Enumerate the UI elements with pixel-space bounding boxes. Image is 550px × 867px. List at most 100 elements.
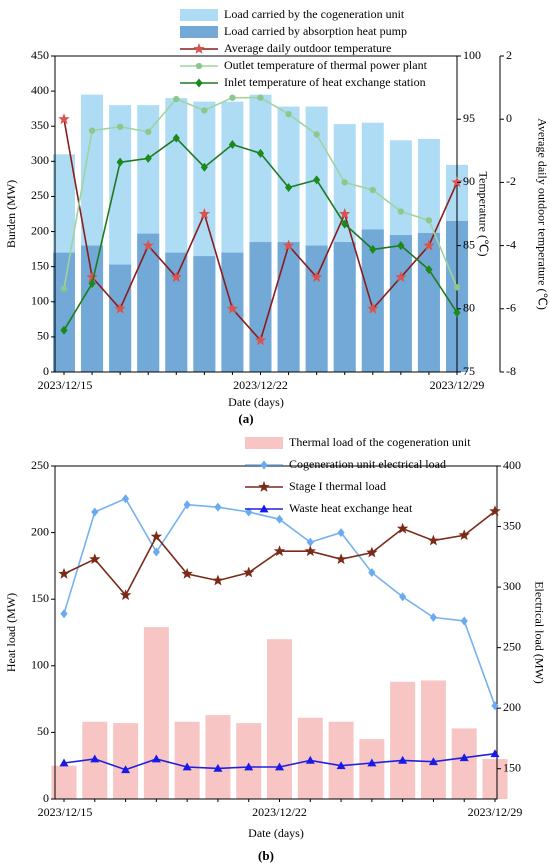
marker — [428, 757, 438, 766]
y-tick-label: 200 — [31, 524, 49, 538]
marker — [397, 208, 405, 215]
bar — [236, 723, 262, 799]
legend-marker — [195, 78, 203, 88]
bar — [109, 264, 132, 372]
y2-tick-label: 80 — [463, 301, 475, 315]
legend-swatch — [245, 437, 283, 449]
marker — [59, 758, 69, 767]
marker — [243, 566, 255, 578]
y-axis-label: Burden (MW) — [4, 180, 18, 248]
marker — [306, 537, 314, 547]
bar — [81, 245, 104, 372]
marker — [305, 755, 315, 764]
marker — [60, 325, 68, 335]
y3-tick-label: -2 — [506, 174, 516, 188]
marker — [395, 271, 407, 283]
marker — [89, 553, 101, 565]
marker — [198, 208, 211, 219]
bar — [53, 252, 75, 372]
marker — [398, 755, 408, 764]
marker — [152, 547, 160, 557]
y-axis-label: Heat load (MW) — [4, 593, 18, 672]
y-tick-label: 0 — [43, 791, 49, 805]
x-tick-label: 2023/12/29 — [468, 805, 523, 819]
y2-tick-label: 300 — [503, 579, 521, 593]
marker — [451, 176, 463, 188]
bar — [305, 245, 328, 372]
marker — [145, 128, 152, 135]
legend-marker — [260, 460, 268, 470]
bar — [333, 242, 356, 372]
y3-tick-label: -6 — [506, 301, 516, 315]
marker — [453, 284, 461, 291]
marker — [273, 545, 286, 557]
legend-label: Stage I thermal load — [289, 479, 386, 493]
legend-label: Waste heat exchange heat — [289, 501, 413, 515]
plot-frame — [54, 465, 498, 800]
bar — [389, 235, 412, 372]
marker — [429, 612, 438, 622]
marker — [282, 239, 295, 251]
y-tick-label: 250 — [31, 458, 49, 472]
marker — [114, 302, 126, 314]
marker — [116, 157, 124, 167]
y3-axis-label: Average daily outdoor temperature (℃) — [535, 118, 549, 310]
marker — [201, 107, 208, 114]
caption: (b) — [258, 848, 274, 863]
marker — [116, 123, 124, 130]
marker — [60, 609, 68, 619]
bar — [267, 639, 292, 799]
x-tick-label: 2023/12/15 — [38, 805, 93, 819]
bar — [359, 739, 385, 799]
marker — [460, 616, 468, 626]
y-tick-label: 400 — [31, 83, 49, 97]
bar — [221, 252, 244, 372]
x-tick-label: 2023/12/15 — [38, 378, 93, 392]
marker — [423, 239, 435, 251]
y2-tick-label: 200 — [503, 700, 521, 714]
marker — [489, 505, 501, 517]
bar — [249, 242, 272, 372]
legend-label: Average daily outdoor temperature — [224, 41, 391, 55]
bar — [420, 680, 446, 799]
y-tick-label: 150 — [31, 591, 49, 605]
y-tick-label: 450 — [31, 48, 49, 62]
marker — [459, 753, 469, 762]
marker — [313, 175, 321, 185]
marker — [213, 763, 223, 772]
y2-tick-label: 75 — [463, 364, 475, 378]
marker — [367, 758, 377, 767]
legend-label: Load carried by the cogeneration unit — [224, 7, 405, 21]
marker — [88, 127, 96, 134]
bar — [482, 759, 508, 799]
marker — [284, 182, 293, 192]
marker — [341, 219, 349, 229]
marker — [86, 271, 98, 283]
y-tick-label: 100 — [31, 294, 49, 308]
y3-tick-label: 2 — [506, 48, 512, 62]
marker — [458, 529, 470, 541]
marker — [173, 95, 180, 103]
bar — [113, 723, 139, 799]
marker — [150, 530, 163, 542]
bar — [361, 229, 384, 372]
marker — [91, 507, 99, 517]
legend-label: Cogeneration unit electrical load — [289, 457, 446, 471]
marker — [119, 589, 132, 601]
legend-label: Outlet temperature of thermal power plan… — [224, 58, 428, 72]
marker — [335, 553, 347, 565]
marker — [427, 534, 440, 546]
marker — [337, 528, 345, 538]
y2-tick-label: 100 — [463, 48, 481, 62]
marker — [183, 500, 191, 510]
y3-tick-label: -8 — [506, 364, 516, 378]
y2-tick-label: 400 — [503, 458, 521, 472]
marker — [228, 139, 237, 149]
legend-swatch — [180, 9, 218, 21]
legend-marker — [259, 504, 269, 513]
marker — [339, 208, 351, 219]
marker — [366, 546, 378, 558]
marker — [144, 153, 152, 163]
marker — [313, 131, 320, 138]
marker — [425, 265, 433, 275]
